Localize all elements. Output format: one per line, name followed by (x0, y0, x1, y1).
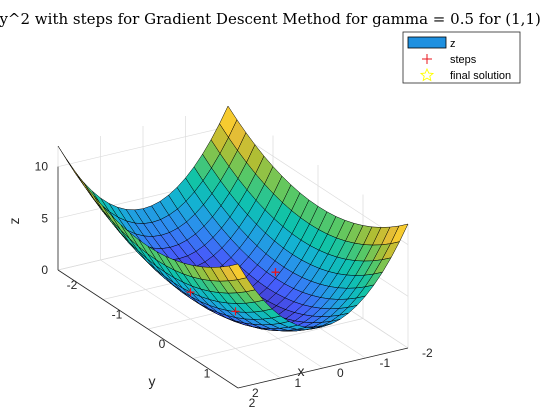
x-tick-label: 2 (249, 396, 256, 410)
z-tick-label: 0 (41, 263, 48, 277)
step-marker (271, 268, 280, 277)
tick-labels: -2 -1 0 1 2 -2 -1 0 1 2 0 5 10 (35, 160, 433, 410)
step-marker (231, 307, 240, 316)
wall-grid-line (227, 126, 409, 245)
x-tick-label: 1 (204, 367, 211, 381)
legend-swatch-steps (422, 54, 432, 64)
surface-plot (57, 105, 409, 332)
x-tick-label: -2 (67, 278, 78, 292)
surface-patch (228, 263, 247, 280)
legend-swatch-final-solution (419, 67, 435, 82)
y-axis-line (237, 347, 409, 389)
legend-label-final-solution: final solution (450, 70, 511, 82)
chart-title: f(x,y) = x^2 + 2 * y^2 with steps for Gr… (0, 10, 541, 28)
legend-swatch-z (407, 36, 447, 49)
x-axis-line (57, 269, 239, 389)
y-tick-label: 0 (337, 366, 344, 380)
y-tick-label: -2 (422, 346, 433, 360)
x-tick-label: -1 (112, 308, 123, 322)
y-tick-label: 2 (252, 386, 259, 400)
legend-label-z: z (450, 38, 456, 50)
legend-label-steps: steps (450, 54, 477, 66)
y-tick-label: -1 (380, 356, 391, 370)
z-tick-label: 10 (35, 160, 49, 174)
legend: z steps final solution (402, 31, 521, 84)
z-axis-label: z (6, 218, 22, 225)
step-marker (186, 288, 195, 297)
y-axis-label: y (149, 373, 156, 389)
x-tick-label: 0 (159, 337, 166, 351)
step-markers (186, 268, 280, 316)
axes-box (57, 166, 409, 389)
wall-grid-line (57, 126, 229, 168)
floor-grid-line (100, 259, 281, 379)
y-tick-label: 1 (295, 376, 302, 390)
z-tick-label: 5 (41, 211, 48, 225)
x-axis-label: x (298, 363, 305, 379)
